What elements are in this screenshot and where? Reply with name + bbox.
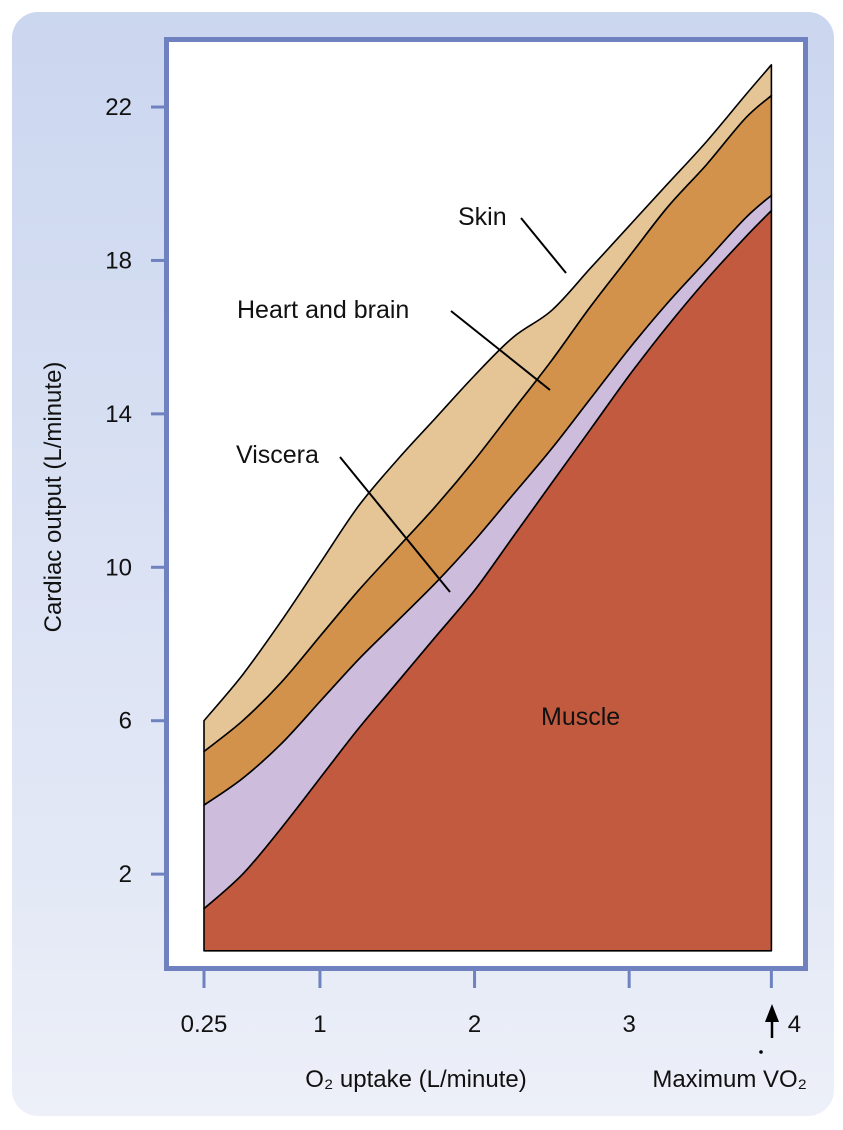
max-vo2-dot [759, 1050, 763, 1054]
area-layers [203, 64, 773, 952]
y-tick-label: 18 [105, 247, 132, 274]
y-tick-label: 2 [119, 861, 132, 888]
x-tick-label: 0.25 [181, 1011, 228, 1038]
area-skin [203, 64, 773, 753]
x-axis-title: O₂ uptake (L/minute) [305, 1066, 526, 1093]
x-tick-label: 1 [313, 1011, 326, 1038]
x-tick-label: 2 [468, 1011, 481, 1038]
y-tick-label: 6 [119, 708, 132, 735]
label-skin: Skin [458, 203, 507, 231]
y-tick-label: 10 [105, 554, 132, 581]
max-vo2-label: Maximum VO₂ [652, 1066, 807, 1093]
leader-heart-and-brain [450, 310, 551, 391]
plot-frame [164, 37, 808, 971]
label-muscle: Muscle [541, 703, 620, 731]
label-viscera: Viscera [236, 441, 319, 469]
y-tick-label: 14 [105, 401, 132, 428]
y-axis-title: Cardiac output (L/minute) [40, 362, 67, 633]
x-tick-label: 3 [622, 1011, 635, 1038]
y-tick-label: 22 [105, 94, 132, 121]
max-vo2-annotation: Maximum VO₂ [652, 1004, 807, 1093]
max-vo2-arrow-head [765, 1004, 779, 1022]
y-axis-ticks: 2 6 10 14 18 22 [105, 94, 165, 888]
leader-skin [520, 217, 567, 274]
label-heart-and-brain: Heart and brain [237, 296, 409, 324]
x-tick-label: 4 [788, 1011, 801, 1038]
x-axis-ticks: 0.25 1 2 3 4 [181, 970, 801, 1038]
leader-viscera [339, 456, 451, 593]
